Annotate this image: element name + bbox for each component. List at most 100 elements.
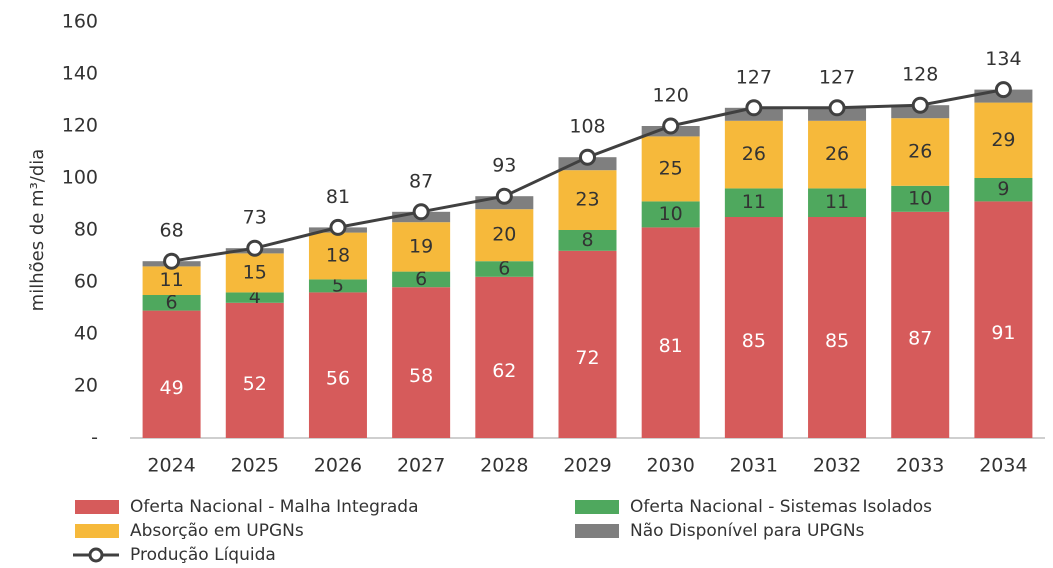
data-label: 134 <box>985 48 1021 70</box>
bar-segment <box>142 295 201 311</box>
data-label: 85 <box>742 330 766 352</box>
data-label: 81 <box>326 186 350 208</box>
bar-segment <box>475 209 534 262</box>
legend-label: Oferta Nacional - Malha Integrada <box>130 497 419 517</box>
data-label: 108 <box>569 116 605 138</box>
data-label: 68 <box>159 220 183 242</box>
x-tick-label: 2031 <box>730 455 778 477</box>
line-marker <box>994 81 1012 99</box>
y-tick-label: 120 <box>62 115 98 137</box>
line-marker <box>163 252 181 270</box>
bar-segment <box>974 102 1033 178</box>
legend-swatch <box>575 524 619 538</box>
bar-segment <box>891 211 950 438</box>
bar-segment <box>142 266 201 295</box>
y-tick-label: 100 <box>62 167 98 189</box>
data-label: 49 <box>159 377 183 399</box>
line-marker <box>745 99 763 117</box>
data-label: 93 <box>492 155 516 177</box>
data-label: 52 <box>243 373 267 395</box>
data-label: 8 <box>581 229 593 251</box>
data-label: 6 <box>415 268 427 290</box>
data-label: 87 <box>409 170 433 192</box>
bar-segment <box>225 292 284 303</box>
data-label: 26 <box>908 141 932 163</box>
data-label: 72 <box>575 347 599 369</box>
bar-segment <box>808 217 867 438</box>
data-label: 10 <box>908 187 932 209</box>
data-label: 73 <box>243 207 267 229</box>
legend-label: Produção Líquida <box>130 545 276 565</box>
y-tick-label: 80 <box>74 219 98 241</box>
bar-segment <box>225 253 284 293</box>
data-label: 23 <box>575 189 599 211</box>
line-marker <box>495 187 513 205</box>
y-axis-label: milhões de m³/dia <box>27 149 48 312</box>
line-marker <box>412 203 430 221</box>
data-label: 25 <box>659 157 683 179</box>
bar-segment <box>641 201 700 228</box>
bar-segment <box>308 232 367 280</box>
data-label: 11 <box>742 191 766 213</box>
x-tick-label: 2025 <box>231 455 279 477</box>
data-label: 9 <box>997 178 1009 200</box>
data-label: 127 <box>819 66 855 88</box>
line-marker <box>911 96 929 114</box>
data-label: 85 <box>825 330 849 352</box>
bar-segment <box>974 201 1033 438</box>
y-tick-label: - <box>91 427 98 449</box>
bar-segment <box>392 287 451 438</box>
data-label: 91 <box>991 322 1015 344</box>
x-tick-label: 2030 <box>647 455 695 477</box>
legend-label: Oferta Nacional - Sistemas Isolados <box>630 497 932 517</box>
bar-segment <box>558 230 617 251</box>
bar-segment <box>308 292 367 438</box>
bar-segment <box>475 276 534 438</box>
x-tick-label: 2027 <box>397 455 445 477</box>
bar-segment <box>142 310 201 438</box>
y-tick-label: 160 <box>62 11 98 33</box>
bar-segment <box>558 250 617 438</box>
legend-label: Não Disponível para UPGNs <box>630 521 865 541</box>
y-tick-label: 40 <box>74 323 98 345</box>
bar-segment <box>641 136 700 202</box>
bar-segment <box>558 170 617 230</box>
bar-segment <box>808 188 867 217</box>
legend-swatch <box>575 500 619 514</box>
data-label: 127 <box>736 66 772 88</box>
data-label: 87 <box>908 327 932 349</box>
bar-segment <box>724 217 783 438</box>
data-label: 6 <box>166 291 178 313</box>
x-tick-label: 2032 <box>813 455 861 477</box>
line-marker <box>329 218 347 236</box>
x-tick-label: 2028 <box>480 455 528 477</box>
x-tick-label: 2029 <box>563 455 611 477</box>
data-label: 6 <box>498 258 510 280</box>
y-tick-label: 20 <box>74 375 98 397</box>
bar-segment <box>808 120 867 189</box>
data-label: 11 <box>159 269 183 291</box>
line-marker <box>828 99 846 117</box>
bar-segment <box>891 185 950 212</box>
data-label: 120 <box>653 85 689 107</box>
line-marker <box>662 117 680 135</box>
bar-segment <box>225 302 284 438</box>
line-marker <box>246 239 264 257</box>
data-label: 81 <box>659 335 683 357</box>
x-tick-label: 2033 <box>896 455 944 477</box>
data-label: 29 <box>991 129 1015 151</box>
data-label: 18 <box>326 245 350 267</box>
data-label: 19 <box>409 235 433 257</box>
data-label: 11 <box>825 191 849 213</box>
data-label: 15 <box>243 261 267 283</box>
bar-segment <box>974 178 1033 202</box>
data-label: 10 <box>659 203 683 225</box>
bar-segment <box>392 222 451 272</box>
y-tick-label: 140 <box>62 63 98 85</box>
data-label: 5 <box>332 274 344 296</box>
legend-swatch <box>75 524 119 538</box>
x-tick-label: 2034 <box>979 455 1027 477</box>
data-label: 56 <box>326 368 350 390</box>
